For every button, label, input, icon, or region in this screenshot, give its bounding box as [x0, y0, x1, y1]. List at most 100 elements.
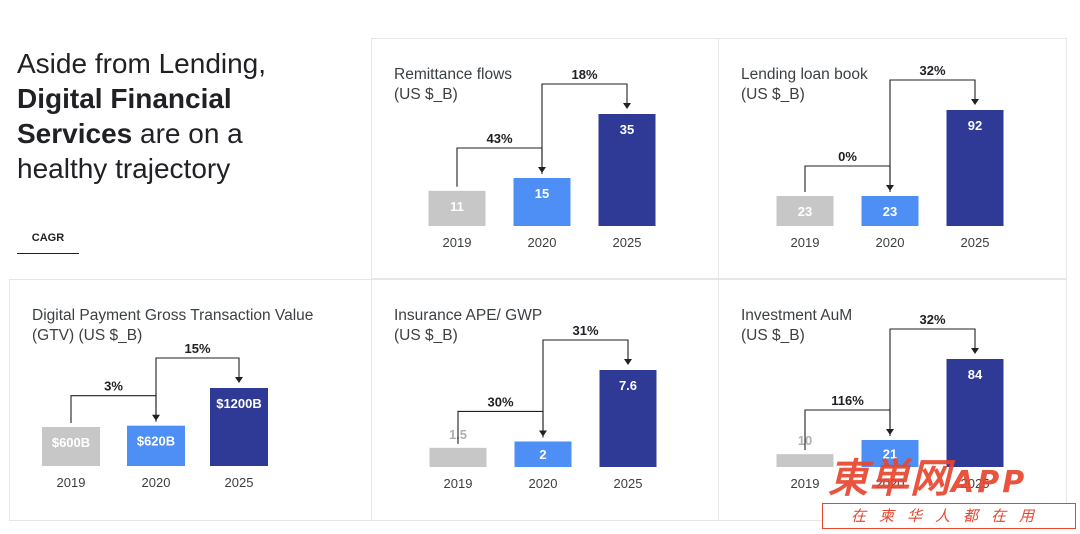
bar-2019 — [776, 454, 834, 467]
watermark: 東単网APP 在柬华人都在用 — [822, 446, 1078, 532]
cagr-label: 3% — [104, 379, 123, 394]
bar-2019 — [42, 427, 100, 466]
headline-line-4: healthy trajectory — [17, 153, 231, 184]
panel-title-line-1: Investment AuM — [741, 307, 853, 324]
cagr-arrowhead — [971, 99, 979, 105]
category-label: 2019 — [791, 476, 820, 491]
bar-2020 — [861, 440, 919, 467]
category-label: 2025 — [614, 476, 643, 491]
cagr-label: 15% — [184, 341, 210, 356]
category-label: 2025 — [961, 476, 990, 491]
panel-title: Insurance APE/ GWP (US $_B) — [394, 306, 542, 346]
watermark-app-text: APP — [951, 465, 1028, 500]
bar-value-label: 21 — [883, 447, 897, 462]
cagr-label: 30% — [487, 394, 513, 409]
bar-2025 — [946, 110, 1004, 226]
panel-title: Investment AuM (US $_B) — [741, 306, 852, 346]
cagr-label: 32% — [919, 312, 945, 327]
bar-value-label: 84 — [968, 367, 983, 382]
panel-title: Digital Payment Gross Transaction Value … — [32, 306, 313, 346]
category-label: 2025 — [225, 475, 254, 490]
bar-2025 — [599, 370, 657, 467]
watermark-slogan: 在柬华人都在用 — [822, 503, 1076, 529]
category-label: 2019 — [57, 475, 86, 490]
headline-bold-2: Services — [17, 118, 133, 149]
watermark-logo: 東単网APP — [828, 446, 1027, 504]
panel-title: Remittance flows (US $_B) — [394, 65, 512, 105]
bar-value-label: 7.6 — [619, 378, 637, 393]
category-label: 2025 — [613, 235, 642, 250]
category-label: 2019 — [443, 235, 472, 250]
headline-rest-2: are on a — [132, 118, 243, 149]
bar-value-label: 23 — [883, 204, 897, 219]
cagr-label: 31% — [572, 323, 598, 338]
panel-insurance: Insurance APE/ GWP (US $_B) 1.5 2019 2 2020… — [371, 279, 719, 521]
bar-value-label: $600B — [52, 435, 90, 450]
bar-2020 — [513, 178, 571, 226]
cagr-bracket — [889, 328, 976, 436]
category-label: 2020 — [142, 475, 171, 490]
bar-2020 — [861, 196, 919, 226]
bar-2019 — [429, 447, 487, 467]
category-label: 2019 — [444, 476, 473, 491]
cagr-arrowhead — [971, 348, 979, 354]
category-label: 2020 — [876, 476, 905, 491]
bar-2019 — [776, 196, 834, 226]
bar-value-label: 15 — [535, 186, 549, 201]
category-label: 2019 — [791, 235, 820, 250]
panel-title-line-1: Insurance APE/ GWP — [394, 307, 543, 324]
panel-title-line-2: (GTV) (US $_B) — [32, 327, 143, 344]
bar-value-label: 92 — [968, 118, 982, 133]
cagr-label: 43% — [486, 131, 512, 146]
bar-2019 — [428, 190, 486, 226]
panel-title: Lending loan book (US $_B) — [741, 65, 868, 105]
bar-2025 — [210, 388, 268, 466]
panel-title-line-1: Lending loan book — [741, 66, 868, 83]
bar-2025 — [946, 359, 1004, 467]
bar-value-label: 23 — [798, 204, 812, 219]
cagr-bracket — [542, 339, 629, 438]
bar-value-label: 35 — [620, 122, 634, 137]
panel-title-line-2: (US $_B) — [394, 86, 458, 103]
cagr-arrowhead — [623, 103, 631, 109]
category-label: 2025 — [961, 235, 990, 250]
cagr-label: 32% — [919, 63, 945, 78]
panel-payments-gtv: Digital Payment Gross Transaction Value … — [9, 279, 372, 521]
panel-remittance: Remittance flows (US $_B) 11 2019 15 2020 35… — [371, 38, 719, 279]
panel-title-line-2: (US $_B) — [394, 327, 458, 344]
panel-lending: Lending loan book (US $_B) 23 2019 23 2020 9… — [718, 38, 1067, 279]
bar-value-label: $620B — [137, 434, 175, 449]
panel-title-line-2: (US $_B) — [741, 327, 805, 344]
bar-2020 — [514, 441, 572, 467]
cagr-bracket — [889, 79, 976, 192]
cagr-legend: CAGR — [17, 232, 79, 254]
headline-bold-1: Digital Financial — [17, 83, 232, 114]
headline-line-1: Aside from Lending, — [17, 48, 267, 79]
panel-title-line-1: Remittance flows — [394, 66, 513, 83]
panel-title-line-2: (US $_B) — [741, 86, 805, 103]
cagr-bracket — [155, 357, 240, 422]
bar-value-label: $1200B — [216, 396, 262, 411]
cagr-label: 18% — [571, 67, 597, 82]
cagr-arrowhead — [235, 377, 243, 383]
bar-2020 — [127, 425, 185, 466]
headline: Aside from Lending, Digital Financial Se… — [17, 46, 347, 186]
payments-chart: $600B 2019 $620B 2020 $1200B 2025 3% 15% — [42, 341, 268, 490]
cagr-bracket — [70, 395, 157, 423]
cagr-arrowhead — [624, 359, 632, 365]
bar-value-label: 2 — [539, 447, 546, 462]
cagr-label: 0% — [838, 149, 857, 164]
panel-investment: Investment AuM (US $_B) 10 2019 21 2020 84 20… — [718, 279, 1067, 521]
cagr-bracket — [541, 83, 628, 174]
category-label: 2020 — [529, 476, 558, 491]
category-label: 2020 — [876, 235, 905, 250]
panel-title-line-1: Digital Payment Gross Transaction Value — [32, 307, 314, 324]
remittance-chart: 11 2019 15 2020 35 2025 43% 18% — [428, 67, 656, 250]
cagr-bracket — [804, 165, 891, 192]
cagr-bracket — [457, 410, 544, 444]
bar-2025 — [598, 114, 656, 226]
bar-value-label: 11 — [450, 199, 464, 214]
lending-chart: 23 2019 23 2020 92 2025 0% 32% — [776, 63, 1004, 250]
